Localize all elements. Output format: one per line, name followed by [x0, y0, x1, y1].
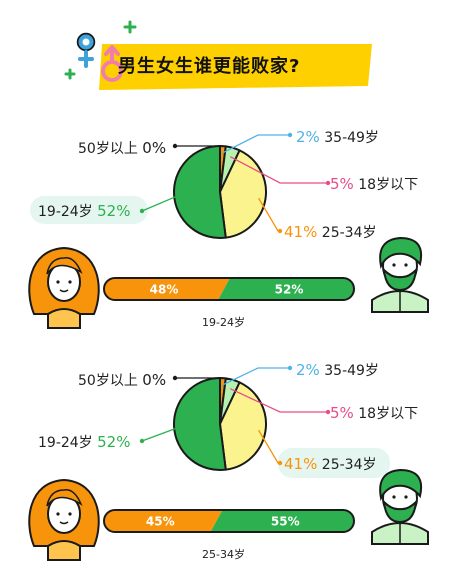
chart1-bar-outline	[103, 277, 355, 301]
sparkle-plus-icon	[64, 20, 137, 80]
chart2-bar-male-label: 55%	[271, 515, 300, 529]
chart1-bar-male-label: 52%	[275, 283, 304, 297]
chart1-label-19-24: 19-24岁 52%	[38, 201, 130, 221]
chart1-label-50plus-name: 50岁以上	[78, 141, 138, 157]
male-symbol-icon	[101, 45, 123, 82]
chart1-leader-under18	[229, 156, 328, 184]
chart2-bar-outline	[103, 509, 355, 533]
chart2-label-19-24-pct: 52%	[97, 433, 131, 451]
female-symbol-icon	[76, 32, 96, 68]
chart1-label-35-49-name: 35-49岁	[324, 130, 379, 146]
chart1-label-35-49-pct: 2%	[296, 128, 320, 146]
chart2-label-19-24: 19-24岁 52%	[38, 432, 130, 452]
chart1-label-50plus: 50岁以上 0%	[78, 138, 166, 158]
chart2-leader-35-49	[222, 367, 290, 386]
chart2-slice-19-24	[172, 377, 227, 471]
chart1-bar-female	[104, 278, 230, 300]
chart2-bar-female	[104, 510, 223, 532]
chart1-label-under18-pct: 5%	[330, 175, 354, 193]
chart2-leader-under18	[229, 388, 328, 413]
chart2-label-25-34: 41% 25-34岁	[284, 454, 376, 474]
chart2-label-under18-pct: 5%	[330, 404, 354, 422]
chart2-label-50plus-name: 50岁以上	[78, 373, 138, 389]
chart1-caption: 19-24岁	[202, 316, 245, 329]
woman-avatar-icon	[28, 246, 100, 329]
chart1-slice-19-24	[172, 145, 227, 239]
chart2-label-under18: 5% 18岁以下	[330, 403, 418, 423]
chart2-label-35-49: 2% 35-49岁	[296, 360, 379, 380]
chart2-label-19-24-name: 19-24岁	[38, 435, 93, 451]
highlight-25-34	[278, 448, 390, 478]
chart-1: 48% 52%	[28, 132, 429, 329]
chart1-leader-19-24	[141, 193, 182, 212]
chart2-bar-female-label: 45%	[146, 515, 175, 529]
chart1-slice-25-34	[219, 149, 267, 239]
chart1-label-25-34: 41% 25-34岁	[284, 222, 376, 242]
chart2-label-under18-name: 18岁以下	[358, 406, 419, 422]
chart1-bar-male	[218, 278, 354, 300]
chart1-label-19-24-pct: 52%	[97, 202, 131, 220]
page-title: 男生女生谁更能败家?	[118, 56, 301, 77]
chart2-leader-19-24	[141, 425, 182, 442]
header-graphics	[64, 20, 372, 90]
man-avatar-icon	[371, 468, 429, 545]
chart1-label-50plus-pct: 0%	[142, 139, 167, 157]
chart2-label-25-34-pct: 41%	[284, 455, 318, 473]
chart2-label-35-49-name: 35-49岁	[324, 363, 379, 379]
chart2-label-35-49-pct: 2%	[296, 361, 320, 379]
chart2-label-50plus-pct: 0%	[142, 371, 167, 389]
chart2-bar-male	[210, 510, 354, 532]
chart1-label-under18: 5% 18岁以下	[330, 174, 418, 194]
chart1-label-25-34-name: 25-34岁	[321, 225, 377, 241]
chart2-label-50plus: 50岁以上 0%	[78, 370, 166, 390]
chart2-label-25-34-name: 25-34岁	[321, 457, 377, 473]
chart2-slice-25-34	[219, 381, 267, 471]
chart1-label-19-24-name: 19-24岁	[38, 204, 93, 220]
chart1-bar-female-label: 48%	[150, 283, 179, 297]
man-avatar-icon	[371, 236, 429, 313]
woman-avatar-icon	[28, 478, 100, 561]
chart1-label-35-49: 2% 35-49岁	[296, 127, 379, 147]
chart1-label-under18-name: 18岁以下	[358, 177, 419, 193]
chart1-label-25-34-pct: 41%	[284, 223, 318, 241]
title-banner	[99, 44, 372, 90]
chart2-caption: 25-34岁	[202, 548, 245, 561]
chart2-leader-25-34	[258, 429, 280, 464]
chart1-leader-35-49	[222, 134, 290, 154]
highlight-19-24	[30, 196, 148, 224]
